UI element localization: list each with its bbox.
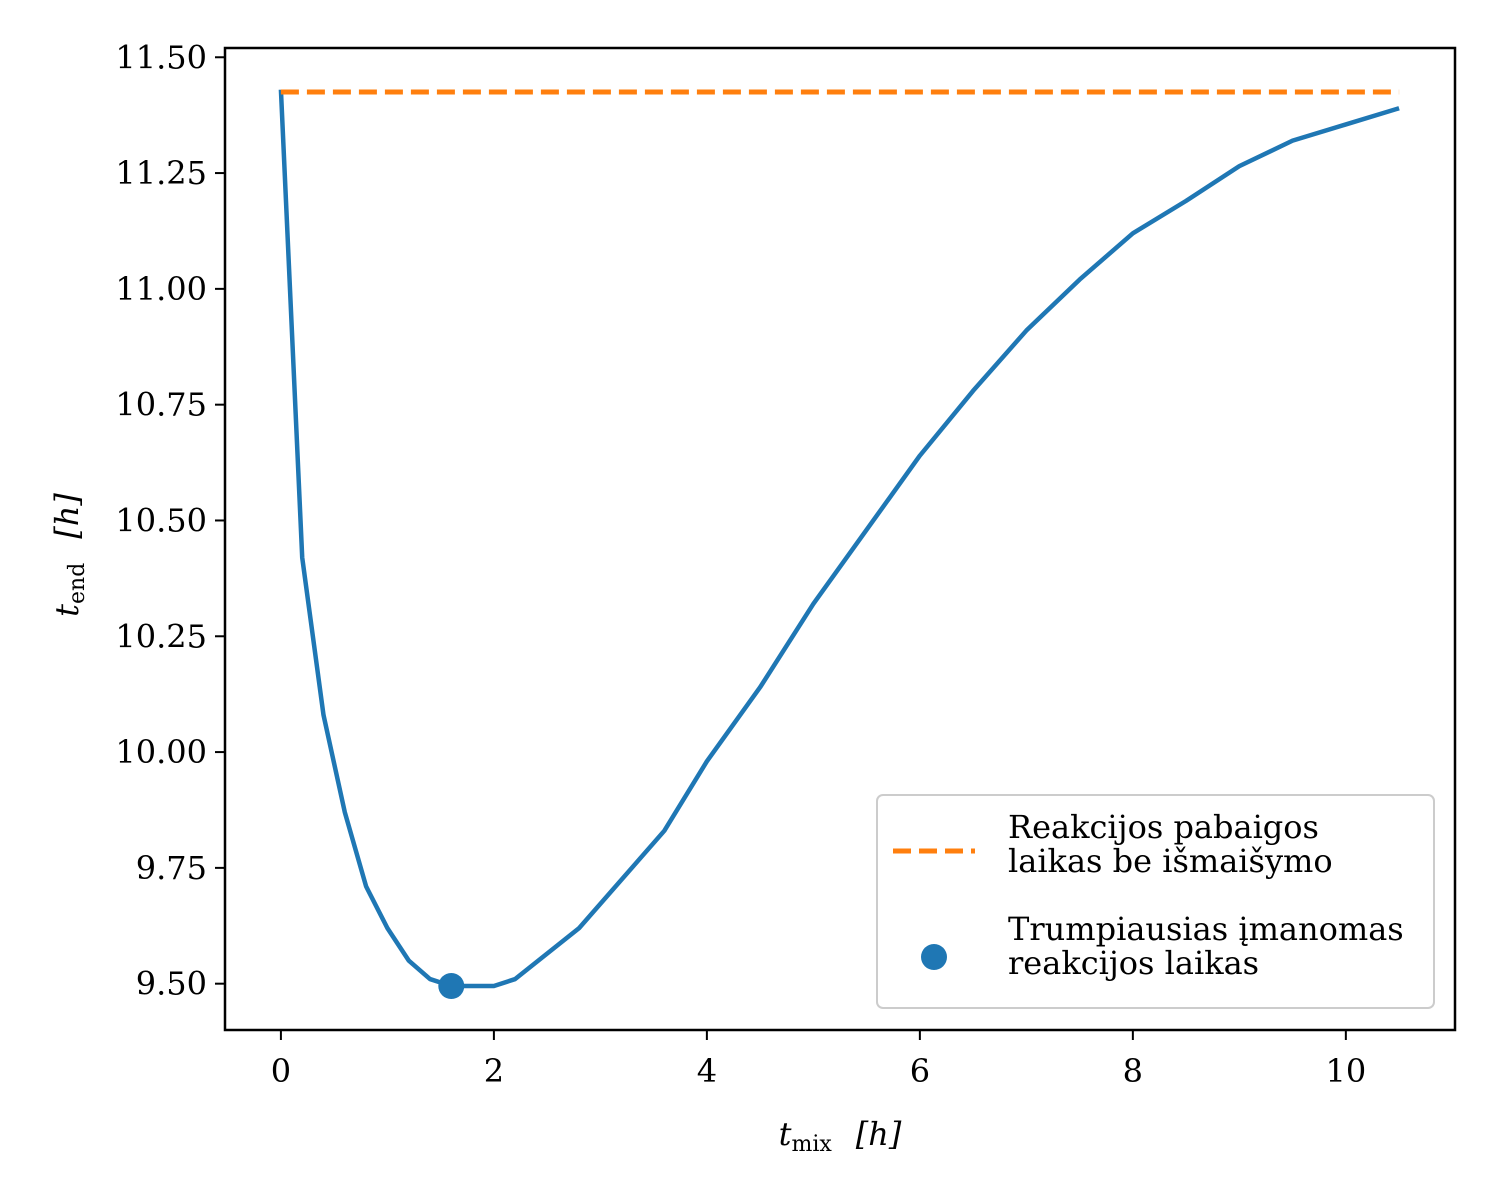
y-tick-label: 9.50 (136, 965, 207, 1003)
x-tick-label: 6 (910, 1052, 930, 1090)
x-tick-label: 8 (1123, 1052, 1143, 1090)
legend-label-reference: laikas be išmaišymo (1008, 842, 1333, 880)
legend-label-minimum: Trumpiausias įmanomas (1008, 910, 1404, 948)
x-tick-label: 2 (484, 1052, 504, 1090)
y-tick-label: 9.75 (136, 849, 207, 887)
x-axis-label: tmix [h] (779, 1115, 902, 1157)
y-tick-label: 10.75 (115, 386, 207, 424)
y-axis-label-unit: [h] (48, 493, 86, 539)
legend-label-minimum: reakcijos laikas (1008, 944, 1259, 982)
y-tick-label: 10.50 (115, 501, 207, 539)
y-tick-label: 11.25 (115, 154, 207, 192)
x-tick-label: 10 (1325, 1052, 1366, 1090)
y-tick-label: 10.25 (115, 617, 207, 655)
x-axis-label-symbol: t (779, 1115, 792, 1153)
x-axis-label-subscript: mix (791, 1132, 832, 1157)
y-axis-label: tend [h] (48, 493, 90, 617)
y-tick-label: 11.00 (115, 270, 207, 308)
series-line (278, 89, 1400, 989)
x-tick-label: 4 (697, 1052, 717, 1090)
minimum-point-marker (438, 972, 465, 999)
y-tick-label: 10.00 (115, 733, 207, 771)
legend-label-reference: Reakcijos pabaigos (1008, 808, 1319, 846)
y-tick-label: 11.50 (115, 38, 207, 76)
plot-frame (223, 46, 1457, 1032)
x-tick-label: 0 (271, 1052, 291, 1090)
legend-point-swatch (921, 944, 947, 970)
x-axis-label-unit: [h] (856, 1115, 902, 1153)
y-axis-label-subscript: end (65, 563, 90, 604)
legend-box (876, 794, 1435, 1009)
y-axis-label-symbol: t (48, 604, 86, 617)
